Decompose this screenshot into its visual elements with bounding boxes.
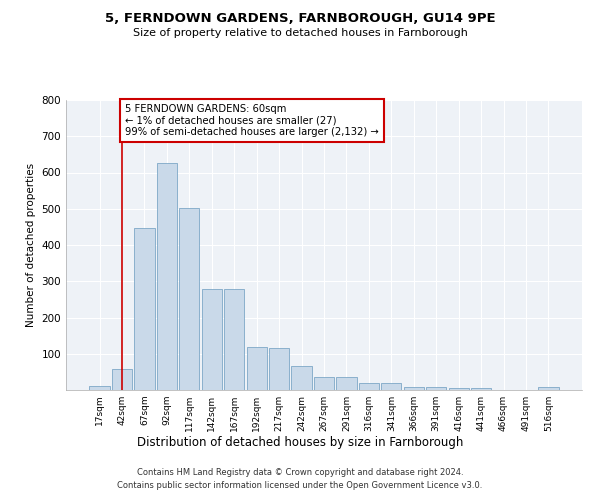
- Bar: [337, 377, 356, 390]
- Text: Distribution of detached houses by size in Farnborough: Distribution of detached houses by size …: [137, 436, 463, 449]
- Bar: [471, 388, 491, 390]
- Bar: [359, 384, 379, 390]
- Bar: [449, 388, 469, 390]
- Bar: [157, 164, 177, 390]
- Text: Contains public sector information licensed under the Open Government Licence v3: Contains public sector information licen…: [118, 480, 482, 490]
- Text: Size of property relative to detached houses in Farnborough: Size of property relative to detached ho…: [133, 28, 467, 38]
- Bar: [134, 228, 155, 390]
- Bar: [179, 208, 199, 390]
- Bar: [224, 289, 244, 390]
- Text: Contains HM Land Registry data © Crown copyright and database right 2024.: Contains HM Land Registry data © Crown c…: [137, 468, 463, 477]
- Y-axis label: Number of detached properties: Number of detached properties: [26, 163, 36, 327]
- Bar: [202, 288, 222, 390]
- Text: 5 FERNDOWN GARDENS: 60sqm
← 1% of detached houses are smaller (27)
99% of semi-d: 5 FERNDOWN GARDENS: 60sqm ← 1% of detach…: [125, 104, 379, 137]
- Bar: [538, 388, 559, 390]
- Bar: [269, 348, 289, 390]
- Bar: [112, 369, 132, 390]
- Bar: [89, 386, 110, 390]
- Bar: [292, 366, 311, 390]
- Bar: [381, 384, 401, 390]
- Text: 5, FERNDOWN GARDENS, FARNBOROUGH, GU14 9PE: 5, FERNDOWN GARDENS, FARNBOROUGH, GU14 9…: [104, 12, 496, 26]
- Bar: [426, 386, 446, 390]
- Bar: [314, 377, 334, 390]
- Bar: [404, 386, 424, 390]
- Bar: [247, 347, 267, 390]
